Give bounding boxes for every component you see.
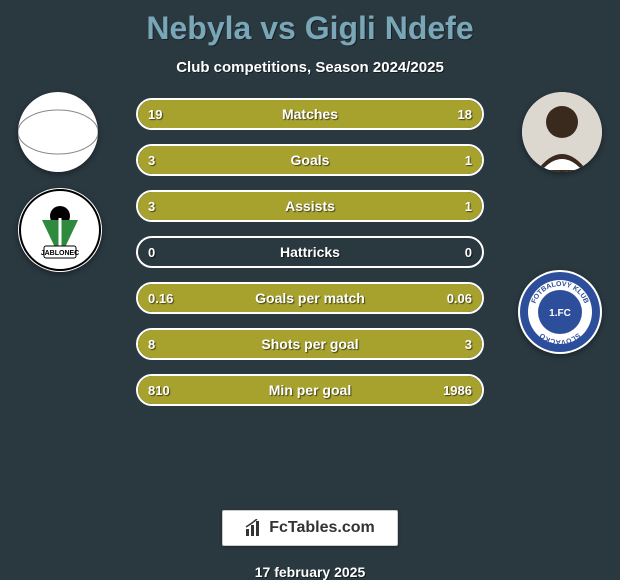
stat-bars: Matches1918 Goals31 Assists31 Hattricks0 0 Go…	[136, 98, 484, 406]
page-title: Nebyla vs Gigli Ndefe	[146, 10, 473, 47]
player-photo-icon	[522, 92, 602, 172]
silhouette-icon	[18, 92, 98, 172]
stat-fill-left	[138, 100, 315, 128]
stat-fill-right	[388, 284, 482, 312]
stat-label: Hattricks	[138, 244, 482, 260]
club-crest-icon: 1.FC FOTBALOVÝ KLUB SLOVÁCKO	[518, 270, 602, 354]
stat-fill-right	[396, 192, 482, 220]
stat-bar: Shots per goal83	[136, 328, 484, 360]
stat-value-right: 0	[465, 245, 472, 260]
stat-fill-right	[388, 330, 482, 358]
club-right-badge: 1.FC FOTBALOVÝ KLUB SLOVÁCKO	[518, 270, 602, 354]
chart-icon	[245, 519, 263, 537]
stat-bar: Goals31	[136, 144, 484, 176]
stat-bar: Assists31	[136, 190, 484, 222]
stat-fill-right	[238, 376, 482, 404]
stat-bar: Min per goal8101986	[136, 374, 484, 406]
stat-bar: Matches1918	[136, 98, 484, 130]
stat-bar: Hattricks0 0	[136, 236, 484, 268]
stat-bar: Goals per match0.160.06	[136, 282, 484, 314]
brand-badge[interactable]: FcTables.com	[222, 510, 398, 546]
club-crest-icon: JABLONEC	[18, 188, 102, 272]
stat-fill-left	[138, 284, 388, 312]
svg-text:JABLONEC: JABLONEC	[41, 250, 80, 257]
club-left-badge: JABLONEC	[18, 188, 102, 272]
stat-fill-right	[315, 100, 482, 128]
stat-fill-right	[396, 146, 482, 174]
stat-fill-left	[138, 330, 388, 358]
svg-text:1.FC: 1.FC	[549, 308, 571, 319]
date-label: 17 february 2025	[255, 564, 366, 580]
brand-label: FcTables.com	[269, 519, 375, 537]
stat-fill-left	[138, 146, 396, 174]
content-root: Nebyla vs Gigli Ndefe Club competitions,…	[0, 0, 620, 580]
page-subtitle: Club competitions, Season 2024/2025	[176, 59, 444, 76]
player-left-avatar	[18, 92, 98, 172]
stat-value-left: 0	[148, 245, 155, 260]
stat-fill-left	[138, 192, 396, 220]
stat-fill-left	[138, 376, 238, 404]
comparison-area: JABLONEC 1.FC FOTBALOVÝ KLUB SLOVÁCKO Ma…	[0, 92, 620, 170]
player-right-avatar	[522, 92, 602, 172]
